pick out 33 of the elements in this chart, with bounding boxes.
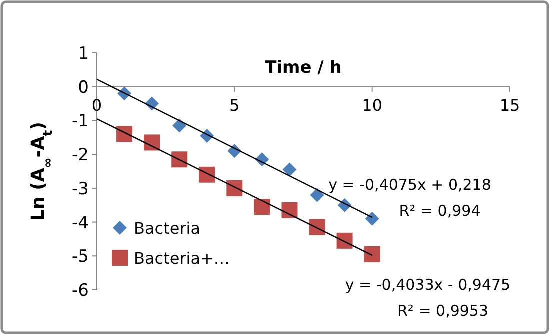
x-tick-label: 0: [92, 96, 102, 115]
point: [199, 166, 216, 183]
point: [309, 219, 326, 236]
annotation: y = -0,4075x + 0,218: [328, 176, 492, 194]
y-tick-label: 1: [78, 44, 89, 64]
point: [172, 118, 187, 133]
y-tick-label: -4: [72, 213, 89, 234]
y-tick-label: 0: [78, 78, 89, 98]
y-tick-label: -3: [72, 179, 89, 200]
y-tick-label: -1: [72, 112, 89, 132]
point: [254, 199, 270, 216]
x-tick-label: 5: [230, 96, 240, 115]
y-tick-label: -2: [72, 146, 89, 166]
point: [364, 246, 380, 262]
point: [336, 232, 353, 249]
x-axis-title: Time / h: [265, 58, 342, 78]
point: [365, 212, 380, 226]
point: [310, 188, 324, 202]
point: [226, 180, 243, 196]
point: [116, 126, 133, 142]
annotation: R² = 0,994: [399, 202, 481, 220]
annotation: y = -0,4033x - 0,9475: [345, 276, 511, 294]
point: [282, 162, 297, 177]
point: [172, 152, 188, 168]
x-tick-label: 15: [500, 96, 520, 115]
y-tick-label: -6: [72, 281, 89, 301]
point: [144, 134, 160, 151]
y-tick-label: -5: [72, 247, 89, 268]
legend-label: Bacteria: [134, 219, 201, 238]
text: R² = 0,9953: [397, 302, 489, 320]
x-tick-label: 10: [362, 96, 383, 115]
point: [282, 202, 298, 218]
legend-label: Bacteria+…: [134, 249, 230, 268]
